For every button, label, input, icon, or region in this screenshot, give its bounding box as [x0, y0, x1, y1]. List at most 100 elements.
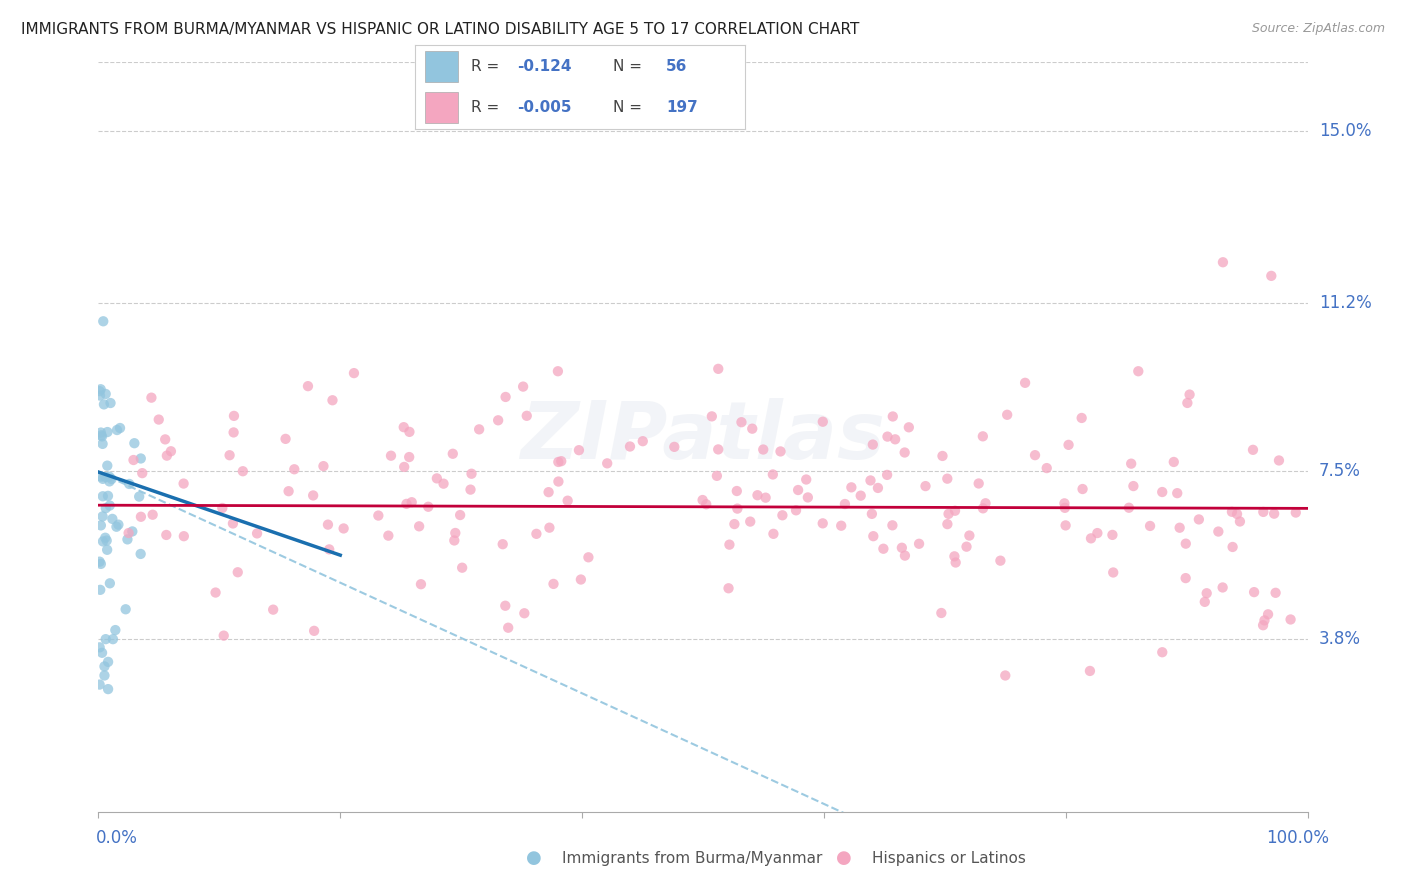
Point: [914, 479, 936, 493]
Point: [876, 429, 898, 443]
Point: [91, 429, 114, 443]
Point: [128, 490, 150, 504]
Point: [1121, 457, 1143, 471]
Point: [830, 518, 852, 533]
Point: [862, 437, 884, 451]
Point: [122, 453, 145, 467]
Point: [318, 542, 340, 557]
Point: [943, 549, 966, 564]
Point: [1257, 607, 1279, 622]
Point: [492, 537, 515, 551]
Point: [1174, 536, 1197, 550]
Point: [957, 528, 980, 542]
Point: [1122, 479, 1144, 493]
Point: [547, 455, 569, 469]
Point: [312, 459, 335, 474]
Point: [1053, 500, 1076, 515]
Point: [97, 489, 120, 503]
Text: Source: ZipAtlas.com: Source: ZipAtlas.com: [1251, 22, 1385, 36]
Point: [787, 483, 810, 497]
Point: [755, 491, 778, 505]
Point: [262, 602, 284, 616]
Point: [89, 640, 111, 655]
Point: [91, 489, 114, 503]
Point: [129, 509, 152, 524]
Point: [938, 507, 960, 521]
Point: [90, 428, 112, 442]
Point: [569, 573, 592, 587]
Point: [367, 508, 389, 523]
Point: [1226, 507, 1249, 521]
Point: [101, 512, 124, 526]
Point: [91, 534, 114, 549]
Point: [893, 445, 915, 459]
Point: [93, 397, 115, 411]
Point: [90, 469, 112, 483]
Point: [1241, 442, 1264, 457]
Point: [96, 458, 118, 473]
Text: Hispanics or Latinos: Hispanics or Latinos: [872, 851, 1025, 865]
Point: [90, 425, 112, 440]
Point: [578, 550, 600, 565]
Point: [486, 413, 509, 427]
Point: [460, 483, 482, 497]
Point: [129, 547, 152, 561]
Point: [401, 495, 423, 509]
Point: [1128, 364, 1150, 378]
Point: [398, 450, 420, 464]
Point: [752, 442, 775, 457]
Point: [1285, 506, 1308, 520]
Point: [91, 314, 114, 328]
Point: [769, 444, 792, 458]
Point: [974, 496, 997, 510]
Point: [692, 493, 714, 508]
Text: 0.0%: 0.0%: [96, 830, 138, 847]
Point: [972, 429, 994, 443]
Text: 11.2%: 11.2%: [1319, 294, 1371, 312]
Point: [380, 449, 402, 463]
Text: N =: N =: [613, 100, 647, 115]
Point: [96, 425, 118, 439]
Point: [596, 456, 619, 470]
Point: [1208, 524, 1230, 539]
Point: [98, 469, 121, 483]
Point: [882, 409, 904, 424]
Point: [943, 504, 966, 518]
Point: [121, 524, 143, 539]
Point: [90, 518, 112, 533]
Point: [1178, 387, 1201, 401]
Point: [1268, 453, 1291, 467]
Point: [1279, 612, 1302, 626]
Point: [408, 519, 430, 533]
Point: [882, 518, 904, 533]
Point: [283, 462, 305, 476]
Point: [1263, 507, 1285, 521]
Point: [1220, 505, 1243, 519]
Point: [762, 467, 785, 482]
Point: [222, 409, 245, 423]
Point: [695, 497, 717, 511]
Point: [94, 387, 117, 401]
Point: [866, 481, 889, 495]
Point: [409, 577, 432, 591]
Point: [90, 557, 112, 571]
Point: [96, 533, 118, 548]
Point: [332, 521, 354, 535]
Point: [93, 668, 115, 682]
Point: [211, 500, 233, 515]
Point: [90, 382, 112, 396]
Point: [114, 602, 136, 616]
Point: [894, 549, 917, 563]
Point: [797, 491, 820, 505]
Point: [443, 533, 465, 548]
Point: [100, 472, 122, 486]
Point: [316, 517, 339, 532]
Point: [441, 447, 464, 461]
Point: [897, 420, 920, 434]
Point: [794, 473, 817, 487]
Point: [862, 529, 884, 543]
Point: [860, 507, 883, 521]
Text: 15.0%: 15.0%: [1319, 121, 1371, 139]
Point: [631, 434, 654, 449]
Point: [1260, 268, 1282, 283]
